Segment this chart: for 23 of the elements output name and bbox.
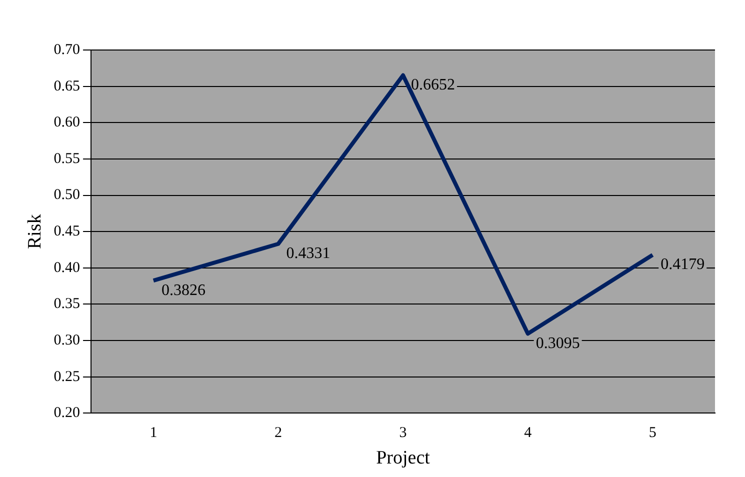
y-tick-label: 0.25 — [54, 368, 80, 385]
data-label: 0.6652 — [411, 76, 456, 94]
data-label: 0.4331 — [286, 245, 330, 262]
x-tick-label: 2 — [274, 425, 282, 442]
y-axis-title: Risk — [24, 214, 46, 250]
x-tick-label: 1 — [150, 425, 158, 442]
x-axis-title: Project — [376, 448, 431, 469]
x-tick-label: 4 — [524, 425, 532, 442]
y-tick-label: 0.30 — [54, 332, 80, 348]
y-tick-label: 0.20 — [54, 405, 80, 422]
y-tick-label: 0.70 — [54, 42, 80, 58]
y-tick-label: 0.50 — [54, 187, 80, 204]
y-tick-label: 0.35 — [54, 296, 80, 312]
data-label: 0.4179 — [660, 256, 705, 274]
x-tick-label: 5 — [648, 425, 656, 442]
y-tick-label: 0.40 — [54, 260, 80, 276]
x-tick-label: 3 — [399, 425, 407, 442]
y-tick-label: 0.45 — [54, 224, 80, 240]
data-label: 0.3095 — [536, 334, 580, 352]
y-tick-label: 0.65 — [54, 78, 80, 94]
y-tick-label: 0.60 — [54, 114, 80, 131]
y-tick-label: 0.55 — [54, 150, 80, 167]
data-label: 0.3826 — [161, 282, 206, 299]
